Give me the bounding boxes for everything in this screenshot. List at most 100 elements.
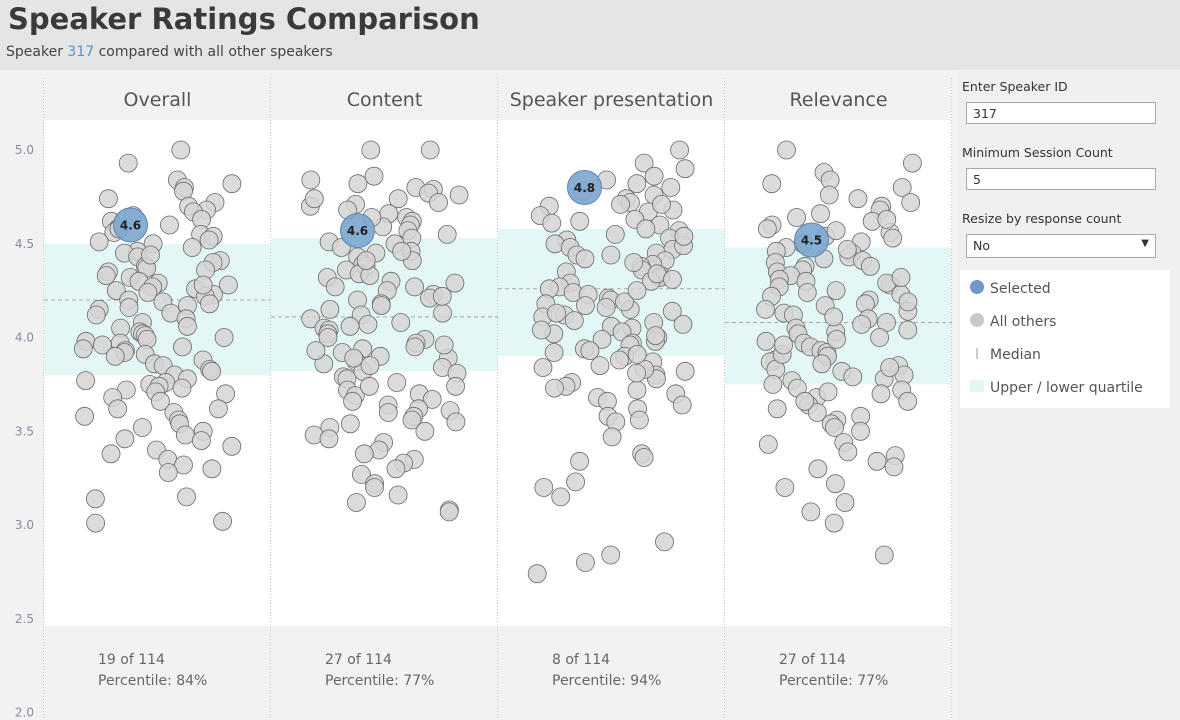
data-point[interactable] bbox=[304, 189, 324, 209]
data-point[interactable] bbox=[851, 421, 870, 441]
data-point[interactable] bbox=[570, 211, 590, 231]
legend-item-median[interactable]: Median bbox=[970, 346, 1041, 366]
data-point[interactable] bbox=[898, 320, 918, 340]
data-point[interactable] bbox=[611, 194, 630, 214]
data-point[interactable] bbox=[344, 348, 364, 368]
data-point[interactable] bbox=[787, 208, 806, 227]
data-point[interactable] bbox=[340, 414, 360, 434]
data-point[interactable] bbox=[175, 425, 195, 445]
data-point[interactable] bbox=[675, 361, 695, 381]
data-point[interactable] bbox=[218, 275, 238, 295]
data-point[interactable] bbox=[826, 281, 846, 301]
data-point[interactable] bbox=[73, 339, 93, 359]
data-point[interactable] bbox=[811, 204, 830, 224]
data-point[interactable] bbox=[870, 328, 889, 347]
data-point[interactable] bbox=[222, 174, 242, 194]
data-point[interactable] bbox=[824, 307, 844, 327]
data-point[interactable] bbox=[547, 303, 566, 323]
chevron-down-icon[interactable]: ▼ bbox=[1141, 238, 1149, 249]
data-point[interactable] bbox=[898, 391, 918, 411]
data-point[interactable] bbox=[174, 455, 193, 475]
data-point[interactable] bbox=[391, 313, 411, 332]
data-point[interactable] bbox=[867, 451, 887, 471]
data-point[interactable] bbox=[825, 418, 844, 437]
data-point[interactable] bbox=[306, 341, 326, 361]
data-point[interactable] bbox=[576, 296, 595, 316]
data-point[interactable] bbox=[101, 444, 121, 464]
data-point[interactable] bbox=[422, 389, 442, 409]
data-point[interactable] bbox=[627, 281, 647, 301]
data-point[interactable] bbox=[551, 487, 571, 507]
speaker-id-input[interactable]: 317 bbox=[966, 102, 1156, 124]
data-point[interactable] bbox=[96, 266, 116, 286]
data-point[interactable] bbox=[576, 553, 595, 572]
data-point[interactable] bbox=[527, 564, 547, 584]
data-point[interactable] bbox=[420, 140, 440, 160]
data-point[interactable] bbox=[601, 245, 621, 265]
data-point[interactable] bbox=[202, 361, 222, 381]
data-point[interactable] bbox=[812, 354, 832, 374]
data-point[interactable] bbox=[674, 226, 694, 246]
data-point[interactable] bbox=[758, 219, 777, 239]
data-point[interactable] bbox=[348, 174, 368, 194]
data-point[interactable] bbox=[605, 224, 625, 244]
data-point[interactable] bbox=[871, 384, 891, 404]
data-point[interactable] bbox=[388, 485, 408, 505]
data-point[interactable] bbox=[93, 335, 112, 355]
data-point[interactable] bbox=[848, 189, 868, 209]
data-point[interactable] bbox=[402, 410, 422, 430]
data-point[interactable] bbox=[756, 299, 775, 319]
data-point[interactable] bbox=[596, 298, 616, 317]
data-point[interactable] bbox=[763, 374, 783, 394]
data-point[interactable] bbox=[564, 311, 584, 331]
data-point[interactable] bbox=[86, 305, 106, 325]
data-point[interactable] bbox=[358, 314, 378, 334]
data-point[interactable] bbox=[661, 178, 681, 197]
data-point[interactable] bbox=[891, 268, 911, 287]
data-point[interactable] bbox=[86, 513, 105, 533]
data-point[interactable] bbox=[351, 464, 371, 484]
data-point[interactable] bbox=[797, 283, 817, 302]
data-point[interactable] bbox=[601, 545, 621, 565]
data-point[interactable] bbox=[191, 431, 211, 451]
data-point[interactable] bbox=[838, 442, 858, 462]
resize-dropdown[interactable]: No ▼ bbox=[966, 234, 1156, 258]
data-point[interactable] bbox=[590, 356, 610, 376]
data-point[interactable] bbox=[892, 178, 912, 197]
data-point[interactable] bbox=[807, 403, 827, 422]
selected-point[interactable] bbox=[113, 207, 148, 243]
data-point[interactable] bbox=[777, 140, 796, 160]
data-point[interactable] bbox=[115, 429, 135, 449]
data-point[interactable] bbox=[843, 367, 863, 387]
data-point[interactable] bbox=[675, 159, 695, 179]
data-point[interactable] bbox=[874, 545, 894, 565]
data-point[interactable] bbox=[615, 292, 634, 312]
data-point[interactable] bbox=[415, 421, 435, 441]
data-point[interactable] bbox=[177, 316, 197, 336]
data-point[interactable] bbox=[566, 472, 585, 492]
data-point[interactable] bbox=[340, 316, 360, 336]
data-point[interactable] bbox=[634, 153, 654, 173]
data-point[interactable] bbox=[827, 329, 846, 349]
data-point[interactable] bbox=[826, 221, 846, 241]
data-point[interactable] bbox=[903, 153, 922, 173]
data-point[interactable] bbox=[592, 329, 612, 349]
data-point[interactable] bbox=[534, 478, 554, 497]
data-point[interactable] bbox=[118, 153, 138, 173]
data-point[interactable] bbox=[883, 228, 903, 248]
data-point[interactable] bbox=[301, 170, 321, 190]
data-point[interactable] bbox=[105, 346, 125, 366]
selected-point[interactable] bbox=[567, 170, 602, 205]
data-point[interactable] bbox=[325, 277, 345, 297]
data-point[interactable] bbox=[429, 193, 448, 212]
data-point[interactable] bbox=[898, 292, 918, 312]
data-point[interactable] bbox=[75, 406, 94, 426]
data-point[interactable] bbox=[533, 358, 553, 377]
data-point[interactable] bbox=[208, 399, 228, 419]
legend-item-selected[interactable]: Selected bbox=[970, 280, 1051, 300]
data-point[interactable] bbox=[795, 391, 815, 411]
legend-item-quartile[interactable]: Upper / lower quartile bbox=[970, 379, 1143, 399]
legend-item-all-others[interactable]: All others bbox=[970, 313, 1056, 333]
data-point[interactable] bbox=[392, 241, 412, 261]
data-point[interactable] bbox=[193, 275, 213, 295]
